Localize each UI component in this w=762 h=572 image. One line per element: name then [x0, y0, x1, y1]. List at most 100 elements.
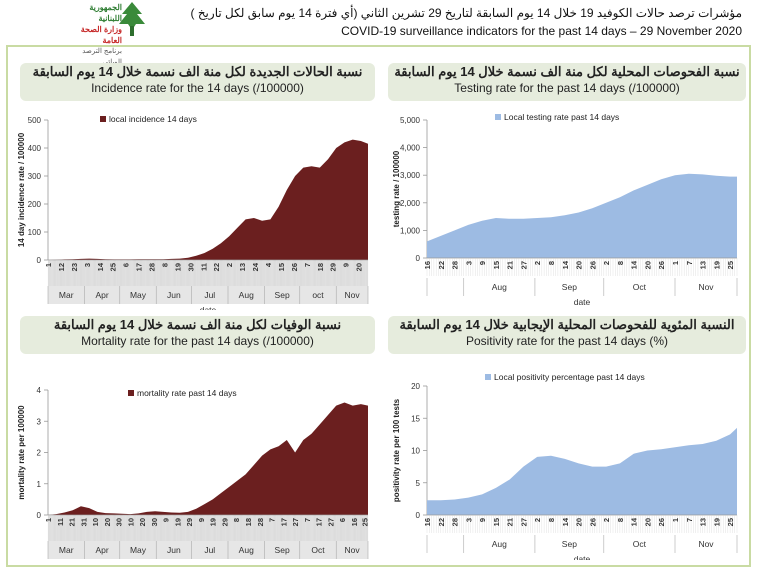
x-tick-label: 8	[232, 518, 241, 522]
y-axis-title: mortality rate per 100000	[17, 405, 26, 500]
panel-title-arabic: نسبة الفحوصات المحلية لكل منة الف نسمة خ…	[394, 64, 740, 79]
month-label: Oct	[633, 539, 647, 549]
x-tick-label: 9	[162, 518, 171, 522]
legend-label: local incidence 14 days	[109, 114, 197, 124]
panel-title-english: Testing rate for the past 14 days (/1000…	[454, 81, 680, 95]
month-label: Jul	[204, 290, 215, 300]
month-label: Jun	[167, 290, 181, 300]
x-tick-label: 3	[464, 518, 473, 522]
y-tick-label: 0	[416, 254, 421, 263]
x-tick-label: 20	[103, 518, 112, 526]
month-label: oct	[312, 290, 324, 300]
testing-chart: 0 1,000 2,000 3,000 4,000 5,000 testing rate /…	[392, 112, 738, 307]
x-tick-label: 2	[533, 518, 542, 522]
x-tick-label: 28	[451, 518, 460, 526]
x-tick-label: 8	[616, 518, 625, 522]
x-tick-label: 15	[492, 261, 501, 269]
x-tick-label: 20	[575, 518, 584, 526]
panel-title-arabic: نسبة الحالات الجديدة لكل منة الف نسمة خل…	[32, 64, 363, 79]
x-tick-label: 6	[122, 263, 131, 267]
panel-header-mortality: نسبة الوفيات لكل منة الف نسمة خلال 14 يو…	[20, 316, 375, 354]
y-axis-title: 14 day incidence rate / 100000	[17, 132, 26, 247]
x-tick-label: 7	[303, 518, 312, 522]
x-tick-label: 18	[244, 518, 253, 526]
x-tick-label: 12	[57, 263, 66, 271]
x-tick-label: 8	[547, 518, 556, 522]
month-label: Oct	[311, 545, 325, 555]
x-axis-title: date	[574, 297, 591, 307]
x-tick-label: 31	[79, 518, 88, 526]
x-tick-label: 19	[712, 518, 721, 526]
y-tick-label: 200	[28, 200, 42, 209]
x-tick-label: 2	[602, 261, 611, 265]
month-label: May	[130, 545, 147, 555]
logo-line-2: وزارة الصحة العامة	[80, 25, 122, 45]
logo-text: الجمهورية اللبنانية وزارة الصحة العامة ب…	[70, 2, 122, 68]
month-label: Sep	[562, 282, 577, 292]
y-tick-label: 3,000	[400, 171, 421, 180]
x-tick-label: 3	[464, 261, 473, 265]
y-tick-label: 4	[37, 386, 42, 395]
month-label: Sep	[562, 539, 577, 549]
month-label: Nov	[698, 539, 714, 549]
x-tick-label: 14	[561, 517, 570, 526]
x-tick-label: 3	[83, 263, 92, 267]
x-tick-label: 22	[437, 261, 446, 269]
x-tick-label: 27	[291, 518, 300, 526]
area-series	[427, 173, 737, 258]
x-tick-label: 23	[70, 263, 79, 271]
month-label: Nov	[345, 545, 361, 555]
legend-swatch	[128, 390, 134, 396]
x-tick-label: 24	[251, 262, 260, 271]
x-tick-label: 26	[657, 261, 666, 269]
x-tick-label: 14	[561, 260, 570, 269]
x-tick-label: 15	[277, 263, 286, 271]
x-tick-label: 9	[478, 518, 487, 522]
legend-label: Local testing rate past 14 days	[504, 112, 619, 122]
x-tick-label: 1	[671, 261, 680, 265]
x-tick-label: 19	[209, 518, 218, 526]
month-label: Oct	[633, 282, 647, 292]
x-tick-label: 4	[264, 262, 273, 267]
month-band	[48, 541, 368, 559]
x-tick-label: 25	[726, 261, 735, 269]
x-tick-label: 8	[547, 261, 556, 265]
x-tick-label: 28	[451, 261, 460, 269]
x-tick-label: 11	[56, 518, 65, 526]
dashboard-frame	[6, 45, 751, 567]
x-tick-label: 10	[126, 518, 135, 526]
x-tick-label: 26	[588, 518, 597, 526]
y-tick-label: 0	[37, 256, 42, 265]
x-tick-label: 14	[630, 517, 639, 526]
panel-header-positivity: النسبة المئوية للفحوصات المحلية الإيجابي…	[388, 316, 746, 354]
x-tick-label: 8	[616, 261, 625, 265]
x-tick-label: 21	[506, 518, 515, 526]
x-tick-label: 16	[350, 518, 359, 526]
x-axis-title: date	[200, 560, 217, 562]
x-tick-label: 7	[268, 518, 277, 522]
x-tick-label: 2	[225, 263, 234, 267]
x-axis-title: date	[574, 554, 591, 560]
month-label: Nov	[698, 282, 714, 292]
x-tick-label: 17	[135, 263, 144, 271]
month-label: May	[130, 290, 147, 300]
legend-swatch	[485, 374, 491, 380]
y-tick-label: 2,000	[400, 199, 421, 208]
month-label: Apr	[96, 290, 109, 300]
x-tick-label: 19	[173, 518, 182, 526]
panel-title-english: Mortality rate for the past 14 days (/10…	[81, 334, 314, 348]
x-tick-label: 28	[148, 263, 157, 271]
y-tick-label: 5,000	[400, 116, 421, 125]
month-label: Aug	[239, 545, 254, 555]
x-tick-label: 13	[238, 263, 247, 271]
x-tick-label: 7	[685, 261, 694, 265]
y-tick-label: 4,000	[400, 144, 421, 153]
x-tick-label: 29	[185, 518, 194, 526]
x-tick-label: 1	[44, 263, 53, 267]
y-tick-label: 100	[28, 228, 42, 237]
area-series	[48, 402, 368, 515]
x-tick-label: 1	[671, 518, 680, 522]
legend-swatch	[100, 116, 106, 122]
x-tick-label: 17	[279, 518, 288, 526]
x-tick-label: 14	[630, 260, 639, 269]
